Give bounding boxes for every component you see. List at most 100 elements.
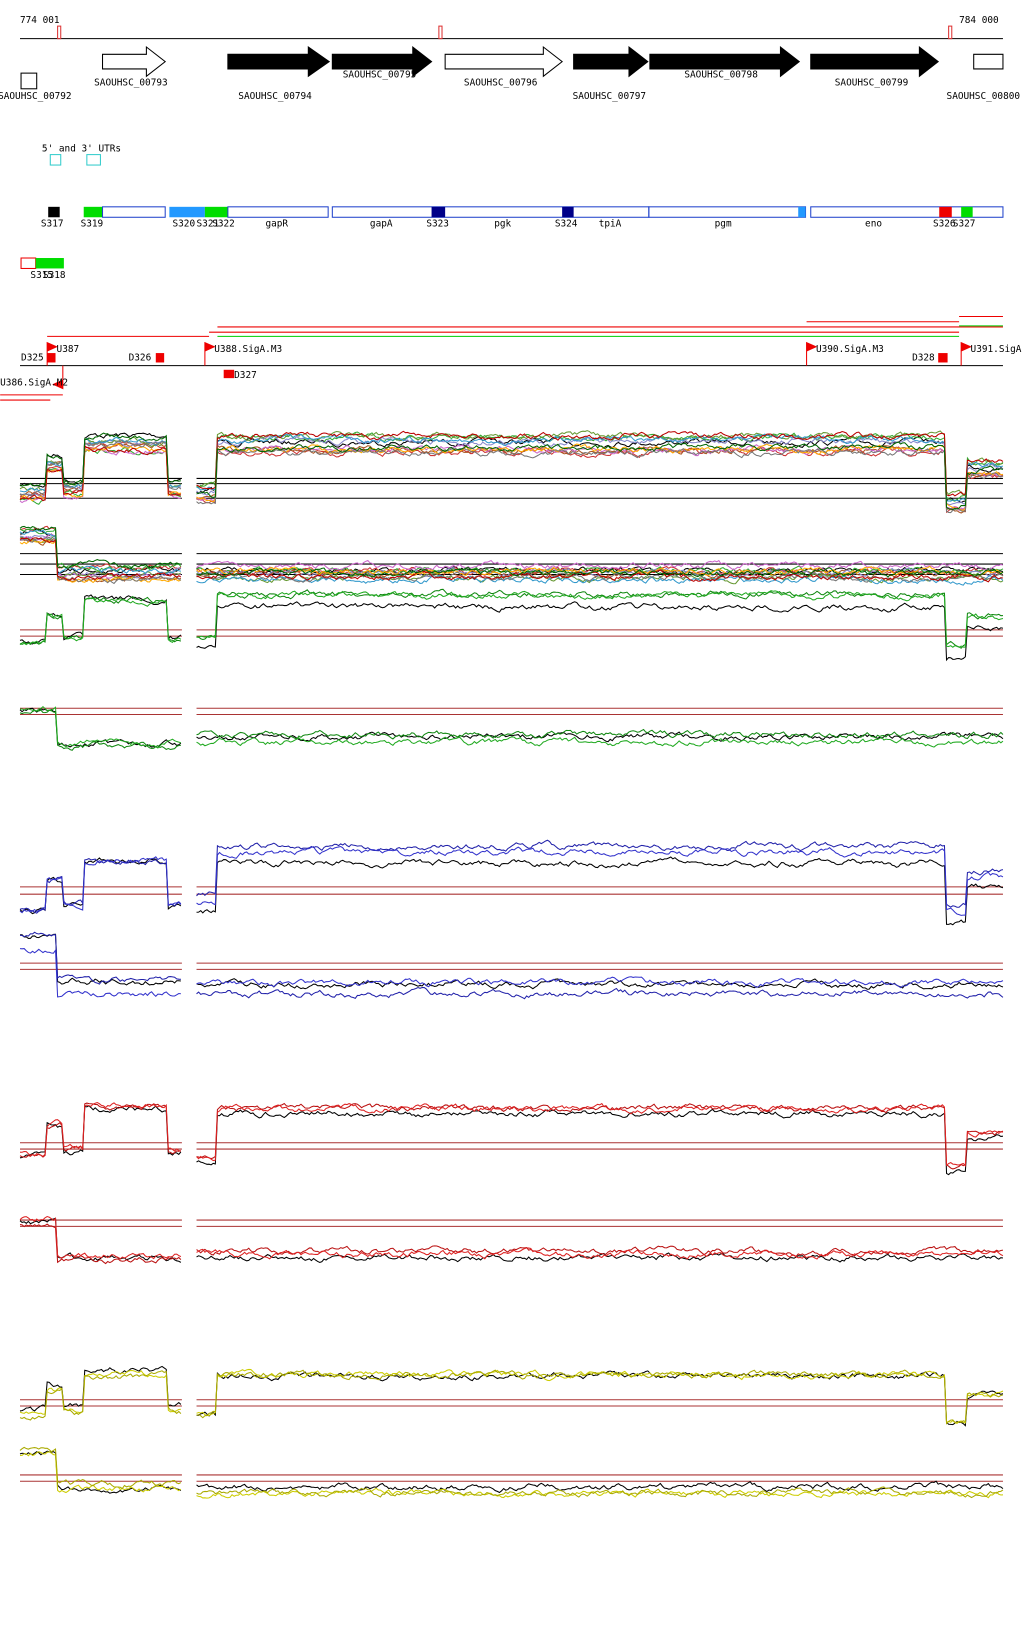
coverage-line xyxy=(196,435,1004,506)
coverage-line xyxy=(19,1101,182,1158)
coverage-line xyxy=(19,1223,182,1265)
coverage-line xyxy=(19,1451,182,1494)
promoter-label: U387 xyxy=(57,344,80,355)
coverage-line xyxy=(19,1365,182,1412)
coverage-line xyxy=(196,731,1004,743)
coverage-line xyxy=(196,444,1004,514)
gene-label: SAOUHSC_00794 xyxy=(238,91,312,102)
coverage-line xyxy=(19,931,181,985)
coverage-line xyxy=(196,565,1004,577)
gene-label: SAOUHSC_00800 xyxy=(947,91,1021,102)
coverage-line xyxy=(196,1368,1004,1425)
gene-label: SAOUHSC_00792 xyxy=(0,91,72,102)
coverage-line xyxy=(19,439,182,498)
feature-label: gapR xyxy=(265,219,288,230)
promoter-label: U391.SigA xyxy=(971,344,1022,355)
coverage-line xyxy=(19,1370,182,1421)
gene-label: SAOUHSC_00796 xyxy=(464,78,538,89)
coverage-line xyxy=(19,705,182,749)
coverage-line xyxy=(196,441,1004,510)
coverage-line xyxy=(196,1252,1004,1264)
coverage-line xyxy=(19,439,182,497)
coverage-line xyxy=(196,856,1004,926)
coverage-line xyxy=(19,536,182,585)
coverage-line xyxy=(19,529,181,576)
coverage-line xyxy=(196,1369,1004,1425)
coverage-line xyxy=(196,1247,1004,1260)
coverage-line xyxy=(196,433,1004,502)
feature-label: S317 xyxy=(41,219,64,230)
coverage-line xyxy=(19,595,181,646)
feature-label: S321 xyxy=(197,219,220,230)
coverage-line xyxy=(196,1102,1004,1168)
coord-end: 784 000 xyxy=(959,15,999,26)
coverage-line xyxy=(19,709,181,751)
coverage-line xyxy=(19,1369,181,1415)
coverage-line xyxy=(196,1102,1004,1170)
coverage-line xyxy=(19,1215,182,1260)
feature-label: S322 xyxy=(212,219,235,230)
gene-label: SAOUHSC_00797 xyxy=(573,91,647,102)
feature-label: pgk xyxy=(494,219,511,230)
coverage-line xyxy=(19,527,182,573)
coverage-line xyxy=(19,444,181,502)
coverage-line xyxy=(196,447,1004,514)
gene-label: SAOUHSC_00798 xyxy=(684,69,758,80)
coverage-line xyxy=(196,1487,1004,1499)
coverage-line xyxy=(196,839,1004,908)
promoter-label: U390.SigA.M3 xyxy=(816,344,884,355)
coverage-line xyxy=(19,1105,182,1159)
coverage-line xyxy=(19,535,182,580)
coverage-tracks xyxy=(19,430,1004,1499)
feature-label: S324 xyxy=(555,219,578,230)
coverage-line xyxy=(196,446,1004,514)
coverage-line xyxy=(19,856,182,914)
coverage-line xyxy=(19,1446,182,1490)
genes xyxy=(20,45,1004,90)
feature-label: S326 xyxy=(933,219,956,230)
coverage-line xyxy=(196,1370,1004,1427)
coverage-line xyxy=(196,986,1004,1000)
feature-label: gapA xyxy=(370,219,393,230)
coverage-line xyxy=(196,443,1004,511)
coverage-line xyxy=(19,432,181,487)
coverage-line xyxy=(196,1486,1004,1499)
feature-label: tpiA xyxy=(599,219,622,230)
coverage-line xyxy=(196,1480,1004,1494)
coverage-line xyxy=(196,566,1004,578)
promoter-label: D328 xyxy=(912,352,935,363)
coverage-line xyxy=(19,1217,182,1263)
coverage-line xyxy=(196,1245,1004,1258)
coverage-line xyxy=(196,569,1004,583)
coverage-line xyxy=(196,976,1004,989)
promoter-label: U386.SigA.M2 xyxy=(0,377,68,388)
coverage-line xyxy=(196,845,1004,916)
coverage-line xyxy=(196,571,1004,583)
track-label: 5' and 3' UTRs xyxy=(42,143,121,154)
gene-label: SAOUHSC_00795 xyxy=(343,69,417,80)
ruler: 774 001 784 000 xyxy=(19,15,1003,40)
promoter-label: D326 xyxy=(129,352,152,363)
features xyxy=(20,206,1004,269)
feature-label: S320 xyxy=(173,219,196,230)
coverage-line xyxy=(196,559,1004,571)
coverage-line xyxy=(19,537,182,581)
coverage-line xyxy=(196,1108,1004,1176)
feature-label: S323 xyxy=(426,219,449,230)
coverage-line xyxy=(19,948,181,998)
feature-label: S315 xyxy=(30,270,53,281)
coverage-line xyxy=(19,597,182,646)
gene-label: SAOUHSC_00799 xyxy=(835,78,909,89)
promoters xyxy=(0,315,1003,401)
coverage-line xyxy=(19,436,182,492)
coverage-line xyxy=(19,857,182,915)
promoter-label: D325 xyxy=(21,352,44,363)
gene-label: SAOUHSC_00793 xyxy=(94,78,167,89)
feature-label: eno xyxy=(865,219,882,230)
coverage-line xyxy=(196,430,1004,497)
feature-label: pgm xyxy=(715,219,732,230)
coord-start: 774 001 xyxy=(20,15,60,26)
coverage-line xyxy=(196,601,1004,662)
coverage-line xyxy=(19,857,182,914)
